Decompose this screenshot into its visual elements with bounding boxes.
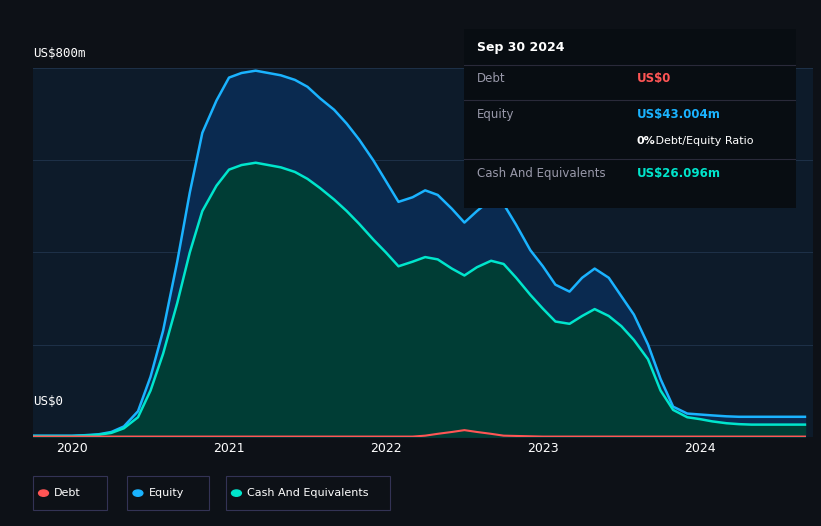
Text: Equity: Equity <box>149 488 184 498</box>
Text: US$0: US$0 <box>637 72 671 85</box>
Text: US$800m: US$800m <box>33 47 85 60</box>
Text: Debt: Debt <box>477 72 506 85</box>
Text: Cash And Equivalents: Cash And Equivalents <box>247 488 369 498</box>
Text: US$0: US$0 <box>33 394 63 408</box>
Text: US$26.096m: US$26.096m <box>637 167 721 180</box>
Text: Debt: Debt <box>54 488 81 498</box>
Text: Cash And Equivalents: Cash And Equivalents <box>477 167 606 180</box>
Text: Debt/Equity Ratio: Debt/Equity Ratio <box>652 136 753 146</box>
Text: Sep 30 2024: Sep 30 2024 <box>477 42 565 55</box>
Text: Equity: Equity <box>477 108 515 120</box>
Text: 0%: 0% <box>637 136 655 146</box>
Text: US$43.004m: US$43.004m <box>637 108 721 120</box>
